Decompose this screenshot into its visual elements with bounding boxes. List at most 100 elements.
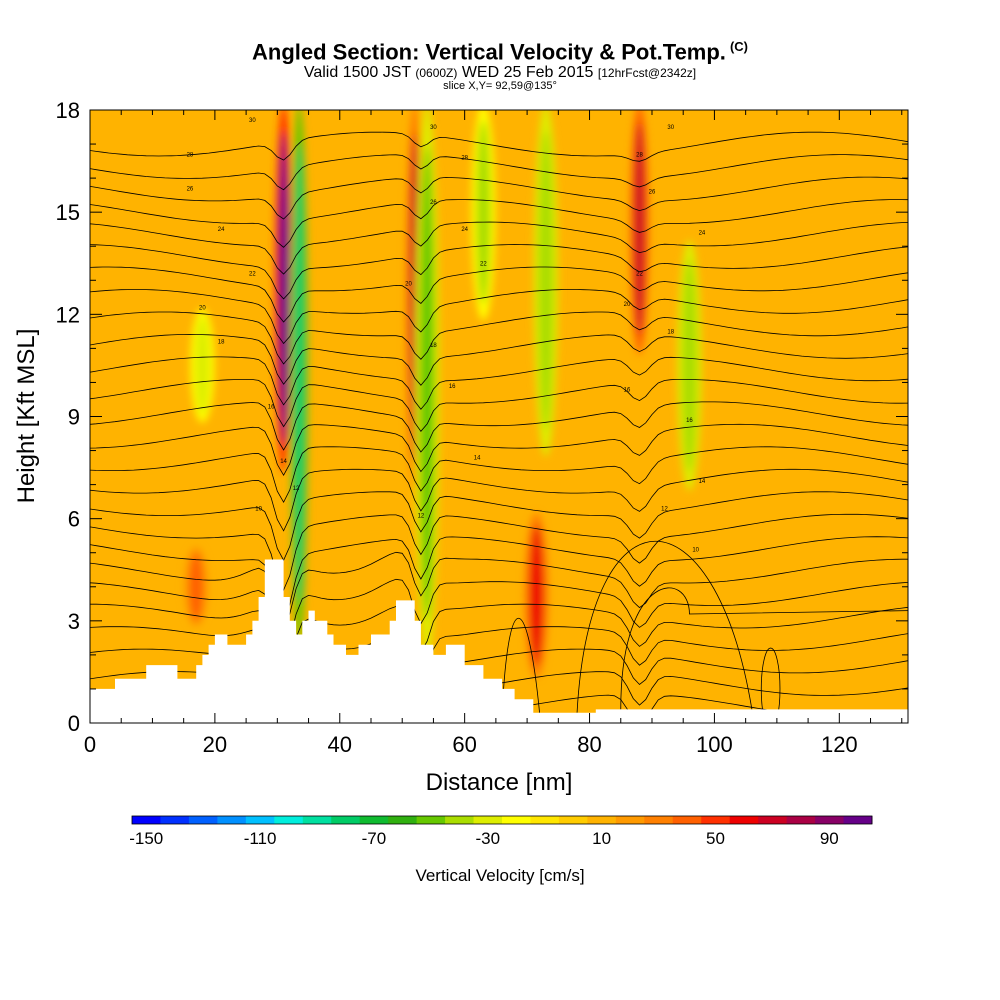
y-tick-label: 18 xyxy=(56,98,80,123)
colorbar-swatch xyxy=(644,816,674,824)
colorbar-swatch xyxy=(758,816,788,824)
colorbar-swatch xyxy=(558,816,588,824)
velocity-feature-core xyxy=(189,552,204,621)
colorbar-swatch xyxy=(672,816,702,824)
chart-title: Angled Section: Vertical Velocity & Pot.… xyxy=(0,34,1000,65)
isentrope-line xyxy=(90,176,908,220)
plot-area: 30 28 26 24 22 20 18 16 14 12 10 30 28 26 24 22 20 18 16 14… xyxy=(90,110,908,723)
velocity-feature-core xyxy=(634,122,645,336)
colorbar-tick-label: 50 xyxy=(706,829,725,848)
contour-label: 12 xyxy=(418,513,425,519)
contour-label: 12 xyxy=(661,506,668,512)
y-tick-labels: 0 3 6 9 12 15 18 xyxy=(56,98,80,736)
velocity-background xyxy=(90,110,908,723)
contour-label: 10 xyxy=(692,547,699,553)
x-tick-label: 0 xyxy=(84,732,96,757)
contour-label: 18 xyxy=(430,343,437,349)
isentrope-line xyxy=(576,541,753,713)
contour-labels: 30 28 26 24 22 20 18 16 14 12 10 30 28 26 24 22 20 18 16 14… xyxy=(187,118,706,553)
contour-label: 24 xyxy=(218,227,225,233)
isentrope-line xyxy=(620,587,908,710)
isentrope-line xyxy=(90,244,908,300)
isentrope-line xyxy=(90,551,908,628)
colorbar-swatch xyxy=(388,816,418,824)
x-axis-label: Distance [nm] xyxy=(426,769,573,796)
colorbar-swatch xyxy=(445,816,475,824)
contour-label: 20 xyxy=(624,302,631,308)
x-tick-label: 40 xyxy=(328,732,352,757)
velocity-feature-core xyxy=(195,316,210,414)
isentrope-line xyxy=(90,423,908,477)
contour-label: 14 xyxy=(474,455,481,461)
colorbar-tick-label: -150 xyxy=(129,829,163,848)
contour-label: 14 xyxy=(699,479,706,485)
contour-label: 24 xyxy=(461,227,468,233)
isentrope-line xyxy=(90,266,908,323)
contour-label: 26 xyxy=(430,200,437,206)
colorbar-swatch xyxy=(132,816,161,824)
valid-date: WED 25 Feb 2015 xyxy=(461,64,594,82)
y-tick-label: 0 xyxy=(68,711,80,736)
colorbar-tick-label: 10 xyxy=(592,829,611,848)
contour-label: 22 xyxy=(636,271,643,277)
contour-label: 26 xyxy=(187,186,194,192)
velocity-feature-core xyxy=(682,259,697,472)
title-text: Angled Section: Vertical Velocity & Pot.… xyxy=(252,39,726,65)
valid-time: Valid 1500 JST xyxy=(303,64,411,82)
contour-label: 30 xyxy=(667,125,674,131)
contour-label: 12 xyxy=(293,486,300,492)
colorbar-tick-label: -70 xyxy=(362,829,387,848)
isentrope-line xyxy=(90,603,908,679)
contour-label: 22 xyxy=(249,271,256,277)
x-tick-label: 20 xyxy=(203,732,227,757)
utc-time: (0600Z) xyxy=(415,66,458,81)
isentrope-line xyxy=(90,131,908,162)
isentrope-line xyxy=(90,221,908,275)
colorbar-swatch xyxy=(786,816,816,824)
colorbar-swatch xyxy=(331,816,361,824)
velocity-features xyxy=(184,110,702,678)
colorbar-swatch xyxy=(217,816,247,824)
contour-label: 24 xyxy=(699,231,706,237)
colorbar-swatch xyxy=(843,816,873,824)
isentrope-line xyxy=(90,536,908,620)
y-tick-label: 15 xyxy=(56,200,80,225)
isentrope-line xyxy=(90,468,908,532)
forecast-info: [12hrFcst@2342z] xyxy=(597,66,697,81)
axis-ticks xyxy=(89,109,908,724)
colorbar-tick-label: -110 xyxy=(244,829,277,848)
contour-label: 20 xyxy=(199,306,206,312)
contour-label: 14 xyxy=(280,459,287,465)
chart-subtitle: Valid 1500 JST (0600Z) WED 25 Feb 2015 [… xyxy=(0,65,1000,81)
isentrope-line xyxy=(90,154,908,191)
isentrope-line xyxy=(90,356,908,410)
isentrope-line xyxy=(90,199,908,248)
contour-label: 28 xyxy=(187,152,194,158)
colorbar-tick-label: 90 xyxy=(820,829,839,848)
isentrope-line xyxy=(90,446,908,504)
contour-label: 30 xyxy=(430,125,437,131)
title-unit: (C) xyxy=(729,39,748,54)
contour-label: 10 xyxy=(255,506,262,512)
x-tick-label: 100 xyxy=(696,732,733,757)
x-tick-label: 80 xyxy=(577,732,601,757)
contour-label: 22 xyxy=(480,261,487,267)
colorbar-swatch xyxy=(274,816,304,824)
contour-label: 18 xyxy=(667,329,674,335)
x-tick-label: 120 xyxy=(821,732,858,757)
colorbar-swatch xyxy=(359,816,389,824)
colorbar-label: Vertical Velocity [cm/s] xyxy=(415,866,584,885)
contour-label: 16 xyxy=(449,384,456,390)
colorbar-swatch xyxy=(188,816,218,824)
isentrope-line xyxy=(90,333,908,386)
y-tick-label: 6 xyxy=(68,507,80,532)
velocity-feature-core xyxy=(420,145,435,620)
colorbar-swatch xyxy=(587,816,617,824)
contour-label: 16 xyxy=(624,387,631,393)
contour-label: 20 xyxy=(405,282,412,288)
isentrope-line xyxy=(90,491,908,562)
velocity-feature-core xyxy=(538,130,553,431)
contour-label: 26 xyxy=(649,190,656,196)
colorbar-swatch xyxy=(416,816,446,824)
